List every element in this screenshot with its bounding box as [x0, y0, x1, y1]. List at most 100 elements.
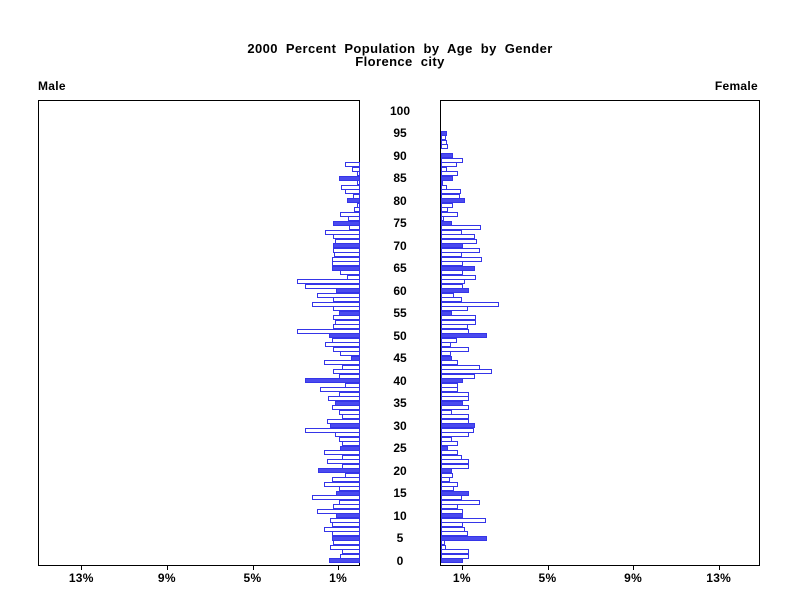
female-bar-age-45: [440, 355, 452, 361]
male-bar-age-43: [341, 364, 360, 370]
male-bar-age-83: [340, 184, 360, 190]
female-bar-age-46: [440, 351, 451, 356]
female-bar-age-80: [440, 198, 465, 203]
male-bar-age-87: [351, 166, 360, 172]
female-panel-label: Female: [714, 79, 758, 93]
male-bar-age-41: [338, 373, 360, 379]
male-bar-age-8: [331, 522, 360, 527]
male-bar-age-85: [338, 175, 360, 181]
male-bar-age-16: [338, 486, 360, 491]
male-bar-age-50: [328, 333, 360, 338]
male-bar-age-10: [335, 513, 360, 518]
male-pct-tick-5: [252, 565, 254, 570]
female-bar-age-87: [440, 166, 447, 172]
age-axis-label-90: 90: [393, 148, 407, 163]
female-bar-age-30: [440, 423, 475, 428]
male-bar-age-30: [329, 423, 360, 428]
male-pct-tick-1: [338, 565, 340, 570]
age-axis-label-0: 0: [396, 553, 404, 568]
female-bar-age-83: [440, 184, 447, 190]
male-bar-age-51: [296, 328, 360, 334]
female-bar-age-23: [440, 454, 462, 460]
female-bar-age-88: [440, 162, 457, 167]
male-bar-age-81: [352, 193, 360, 199]
female-bar-age-14: [440, 495, 462, 500]
female-pct-tick-5: [547, 565, 549, 570]
male-bar-age-82: [344, 189, 360, 194]
female-bar-age-62: [440, 279, 465, 284]
age-axis-label-55: 55: [393, 306, 407, 320]
age-axis-label-95: 95: [393, 126, 407, 140]
female-bar-age-90: [440, 153, 453, 158]
female-bar-age-32: [440, 414, 469, 419]
male-bar-age-18: [331, 477, 360, 482]
male-bar-age-11: [316, 508, 360, 514]
female-pct-tick-label-13: 13%: [706, 571, 732, 585]
male-bar-age-55: [338, 310, 360, 316]
female-bar-age-3: [440, 544, 446, 550]
male-bar-age-21: [341, 463, 360, 469]
male-bar-age-64: [339, 270, 360, 275]
female-bar-age-39: [440, 382, 458, 388]
age-axis-label-5: 5: [396, 531, 404, 545]
age-axis-label-60: 60: [393, 283, 407, 298]
female-bar-age-85: [440, 175, 453, 181]
female-bar-age-27: [440, 436, 452, 442]
male-bar-age-56: [332, 306, 360, 311]
female-bar-age-6: [440, 531, 468, 536]
female-bar-age-48: [440, 342, 451, 347]
male-bar-age-5: [331, 535, 360, 541]
male-bar-age-53: [334, 319, 360, 325]
male-bar-age-67: [331, 256, 360, 262]
male-bar-age-57: [311, 301, 360, 307]
female-bar-age-47: [440, 346, 469, 352]
female-pct-tick-label-1: 1%: [452, 571, 471, 585]
age-axis-label-100: 100: [389, 103, 411, 118]
female-bar-age-63: [440, 274, 476, 280]
male-pct-tick-label-1: 1%: [329, 571, 348, 585]
female-bar-age-4: [440, 540, 445, 545]
female-bar-age-51: [440, 328, 469, 334]
female-bar-age-54: [440, 315, 476, 320]
female-bar-age-77: [440, 211, 458, 217]
female-bar-age-67: [440, 256, 482, 262]
female-bar-age-22: [440, 459, 469, 464]
male-bar-age-32: [341, 414, 360, 419]
male-bar-age-78: [353, 207, 360, 212]
female-pct-tick-1: [461, 565, 463, 570]
age-axis-label-75: 75: [393, 216, 407, 230]
female-bar-age-25: [440, 445, 448, 451]
male-bar-age-4: [332, 540, 360, 545]
female-bar-age-17: [440, 481, 458, 487]
chart-title: 2000 Percent Population by Age by Gender: [247, 41, 553, 56]
male-bar-age-59: [316, 292, 360, 298]
age-axis-label-40: 40: [393, 373, 407, 388]
female-bar-age-33: [440, 409, 452, 415]
chart-subtitle: Florence city: [355, 54, 445, 69]
female-bar-age-38: [440, 387, 458, 392]
age-axis-label-80: 80: [393, 193, 407, 208]
male-bar-age-72: [332, 234, 360, 239]
female-bar-age-70: [440, 243, 463, 248]
female-bar-age-41: [440, 373, 475, 379]
male-bar-age-71: [334, 238, 360, 244]
male-bar-age-17: [323, 481, 360, 487]
male-pct-tick-label-13: 13%: [68, 571, 94, 585]
female-bar-age-36: [440, 396, 469, 401]
age-axis-label-15: 15: [393, 486, 407, 500]
female-bar-age-56: [440, 306, 468, 311]
male-bar-age-49: [331, 337, 360, 343]
male-bar-age-77: [339, 211, 360, 217]
female-bar-age-89: [440, 157, 463, 163]
female-bar-age-65: [440, 265, 475, 271]
male-bar-age-7: [323, 526, 360, 532]
male-bar-age-13: [338, 499, 360, 505]
female-bar-age-24: [440, 450, 458, 455]
age-axis-label-30: 30: [393, 418, 407, 433]
male-bar-age-9: [329, 517, 360, 523]
male-bar-age-46: [339, 351, 360, 356]
age-axis-label-45: 45: [393, 351, 407, 365]
female-bar-age-34: [440, 405, 469, 410]
male-bar-age-44: [323, 360, 360, 365]
female-panel: [440, 100, 760, 566]
